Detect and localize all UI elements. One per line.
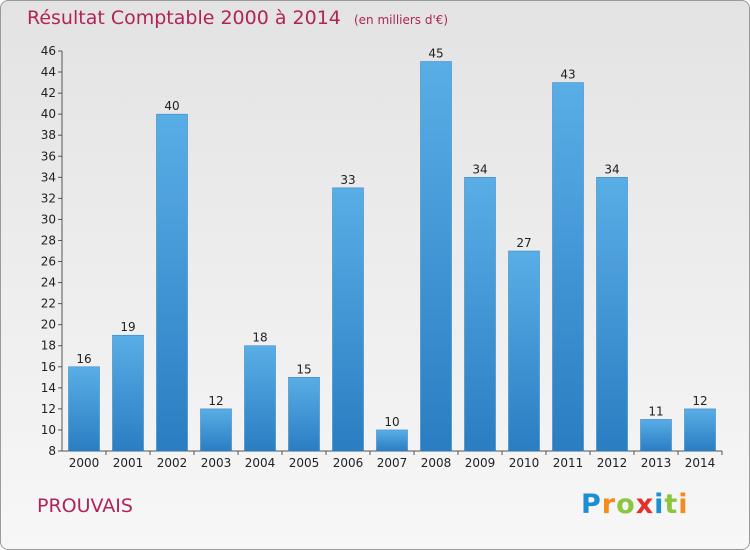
chart-title-text: Résultat Comptable 2000 à 2014 (27, 7, 341, 29)
y-tick-label: 34 (41, 170, 56, 184)
bar-value-label: 33 (340, 173, 355, 187)
y-tick-label: 12 (41, 402, 56, 416)
y-tick-label: 26 (41, 255, 56, 269)
bar-value-label: 27 (516, 236, 531, 250)
logo-letter: i (654, 489, 665, 520)
commune-name: PROUVAIS (37, 495, 133, 517)
logo-letter: o (616, 489, 636, 520)
bar-value-label: 15 (296, 362, 311, 376)
bar-value-label: 16 (76, 352, 91, 366)
bar (508, 250, 540, 452)
bar-value-label: 12 (208, 394, 223, 408)
bar (68, 366, 100, 452)
chart-unit-label: (en milliers d'€) (353, 13, 449, 27)
y-tick-label: 30 (41, 212, 56, 226)
bar (200, 408, 232, 452)
bar (244, 345, 276, 452)
y-tick-label: 8 (48, 444, 56, 458)
x-tick-label: 2014 (685, 456, 716, 470)
bar-value-label: 19 (120, 320, 135, 334)
y-tick-label: 10 (41, 423, 56, 437)
x-tick-label: 2010 (509, 456, 540, 470)
logo-letter: i (678, 489, 689, 520)
y-tick-label: 20 (41, 318, 56, 332)
bar (464, 177, 496, 452)
x-tick-label: 2005 (289, 456, 320, 470)
y-tick-label: 46 (41, 44, 56, 58)
y-tick-label: 32 (41, 191, 56, 205)
bar-value-label: 10 (384, 415, 399, 429)
chart-title: Résultat Comptable 2000 à 2014 (en milli… (27, 7, 448, 29)
proxiti-logo: Proxiti (581, 489, 689, 520)
x-tick-label: 2004 (245, 456, 276, 470)
y-tick-label: 14 (41, 381, 56, 395)
bar-value-label: 12 (692, 394, 707, 408)
y-tick-label: 42 (41, 86, 56, 100)
bar (156, 113, 188, 452)
y-tick-label: 28 (41, 233, 56, 247)
bar (596, 177, 628, 452)
y-tick-label: 40 (41, 107, 56, 121)
bar (332, 187, 364, 452)
x-tick-label: 2002 (157, 456, 188, 470)
bar-value-label: 43 (560, 68, 575, 82)
data-labels: 16 19 40 12 18 15 33 10 45 34 27 43 34 11 12 (76, 47, 707, 429)
logo-letter: r (601, 489, 617, 520)
y-tick-label: 18 (41, 339, 56, 353)
bar (552, 82, 584, 452)
bar (420, 61, 452, 452)
bar (112, 334, 144, 452)
bar-value-label: 11 (648, 404, 663, 418)
bar (684, 408, 716, 452)
y-tick-label: 38 (41, 128, 56, 142)
bars (68, 61, 716, 452)
x-tick-label: 2001 (113, 456, 144, 470)
bar (376, 429, 408, 452)
x-tick-label: 2009 (465, 456, 496, 470)
bar-value-label: 34 (472, 162, 487, 176)
x-tick-label: 2003 (201, 456, 232, 470)
y-tick-label: 24 (41, 276, 56, 290)
y-tick-label: 36 (41, 149, 56, 163)
logo-letter: P (581, 489, 602, 520)
logo-letter: x (635, 489, 655, 520)
x-tick-label: 2012 (597, 456, 628, 470)
x-tick-label: 2013 (641, 456, 672, 470)
y-tick-label: 22 (41, 297, 56, 311)
y-tick-label: 44 (41, 65, 56, 79)
bar (640, 419, 672, 452)
x-tick-label: 2000 (69, 456, 100, 470)
logo-letter: t (664, 489, 679, 520)
bar-value-label: 34 (604, 162, 619, 176)
x-tick-label: 2008 (421, 456, 452, 470)
x-tick-label: 2007 (377, 456, 408, 470)
bar (288, 377, 320, 452)
bar-value-label: 45 (428, 47, 443, 61)
x-tick-label: 2006 (333, 456, 364, 470)
bar-value-label: 40 (164, 99, 179, 113)
y-tick-label: 16 (41, 360, 56, 374)
bar-value-label: 18 (252, 331, 267, 345)
x-tick-label: 2011 (553, 456, 584, 470)
